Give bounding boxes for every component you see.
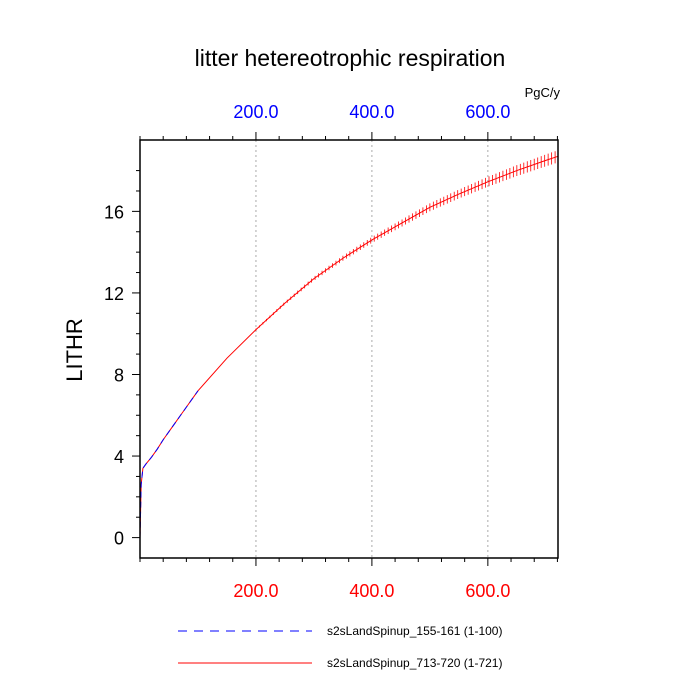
legend-label-red: s2sLandSpinup_713-720 (1-721) [327, 656, 502, 670]
x-tick-label-bottom: 400.0 [349, 581, 394, 601]
series-line-s2sLandSpinup-713-720 [139, 155, 559, 538]
y-tick-label: 4 [114, 447, 124, 467]
chart-title: litter hetereotrophic respiration [195, 45, 506, 71]
plot-frame [139, 139, 559, 559]
legend: s2sLandSpinup_155-161 (1-100) s2sLandSpin… [178, 624, 502, 670]
axis-ticks [132, 132, 558, 566]
gridlines [255, 140, 489, 558]
y-tick-label: 0 [114, 529, 124, 549]
series-seasonal-ticks [255, 151, 556, 331]
y-tick-label: 16 [104, 202, 124, 222]
y-axis-label: LITHR [62, 318, 87, 382]
units-label: PgC/y [525, 85, 561, 100]
y-tick-label: 12 [104, 284, 124, 304]
x-tick-label-bottom: 200.0 [233, 581, 278, 601]
x-tick-label-bottom: 600.0 [465, 581, 510, 601]
y-tick-label: 8 [114, 365, 124, 385]
x-tick-label-top: 600.0 [465, 102, 510, 122]
x-tick-label-top: 400.0 [349, 102, 394, 122]
series-line-s2sLandSpinup-155-161 [139, 390, 199, 538]
x-tick-label-top: 200.0 [233, 102, 278, 122]
tick-labels: 0 4 8 12 16 200.0 200.0 400.0 400.0 600.0 600.0 [104, 102, 510, 601]
legend-label-blue: s2sLandSpinup_155-161 (1-100) [327, 624, 502, 638]
